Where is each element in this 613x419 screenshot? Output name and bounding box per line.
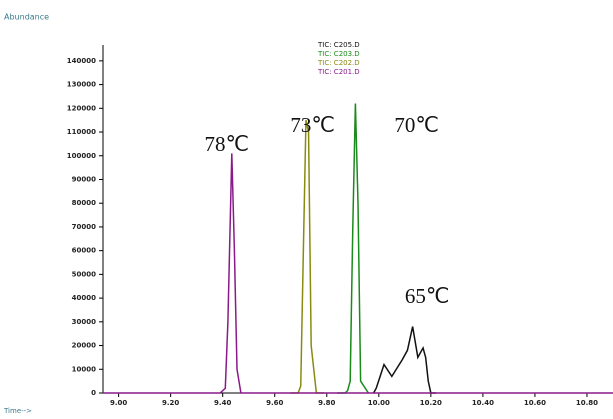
series-line (337, 103, 370, 394)
x-tick-label: 10.60 (524, 399, 546, 407)
y-tick-label: 10000 (72, 365, 96, 373)
x-tick-label: 9.20 (162, 399, 179, 407)
series-line (103, 153, 613, 394)
annotation: 65℃ (405, 284, 450, 308)
legend-entry: TIC: C201.D (317, 68, 360, 76)
annotation: 78℃ (204, 132, 249, 156)
y-tick-label: 20000 (72, 342, 96, 350)
y-tick-label: 0 (91, 389, 96, 397)
y-tick-label: 30000 (72, 318, 96, 326)
y-tick-label: 100000 (67, 152, 96, 160)
series-line (372, 326, 437, 394)
x-axis-label: Time--> (3, 407, 32, 415)
annotation: 70℃ (394, 113, 439, 137)
x-tick-label: 10.20 (420, 399, 442, 407)
y-tick-label: 120000 (67, 104, 96, 112)
legend-entry: TIC: C205.D (317, 41, 360, 49)
y-tick-label: 80000 (72, 199, 96, 207)
y-tick-label: 140000 (67, 57, 96, 65)
x-tick-label: 9.00 (110, 399, 127, 407)
y-tick-label: 70000 (72, 223, 96, 231)
y-tick-label: 130000 (67, 81, 96, 89)
y-axis-label: Abundance (4, 13, 49, 22)
y-tick-label: 50000 (72, 270, 96, 278)
y-tick-label: 90000 (72, 175, 96, 183)
y-tick-label: 40000 (72, 294, 96, 302)
series-line (290, 120, 325, 394)
legend-entry: TIC: C203.D (317, 50, 360, 58)
x-tick-label: 9.80 (318, 399, 335, 407)
annotation: 73℃ (290, 113, 335, 137)
x-tick-label: 10.40 (472, 399, 494, 407)
y-tick-label: 110000 (67, 128, 96, 136)
y-tick-label: 60000 (72, 247, 96, 255)
x-tick-label: 9.60 (266, 399, 283, 407)
x-tick-label: 9.40 (214, 399, 231, 407)
x-tick-label: 10.80 (576, 399, 598, 407)
x-tick-label: 10.00 (368, 399, 390, 407)
legend-entry: TIC: C202.D (317, 59, 360, 67)
